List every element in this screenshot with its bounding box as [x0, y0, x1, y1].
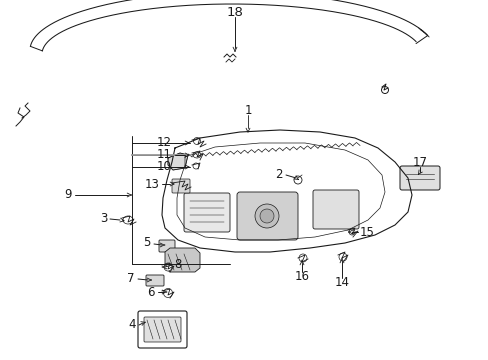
- Text: 13: 13: [145, 177, 160, 190]
- Polygon shape: [168, 153, 187, 170]
- Circle shape: [293, 176, 302, 184]
- Text: 12: 12: [157, 136, 172, 149]
- Text: 2: 2: [275, 168, 283, 181]
- Text: 17: 17: [412, 156, 427, 168]
- Text: 6: 6: [147, 285, 155, 298]
- Text: 3: 3: [101, 212, 108, 225]
- Polygon shape: [164, 248, 200, 272]
- Circle shape: [348, 229, 354, 235]
- Text: 16: 16: [294, 270, 309, 284]
- FancyBboxPatch shape: [237, 192, 297, 240]
- Ellipse shape: [123, 216, 133, 224]
- Text: 18: 18: [226, 5, 243, 18]
- Text: 10: 10: [157, 161, 172, 174]
- Circle shape: [260, 209, 273, 223]
- Circle shape: [381, 86, 387, 94]
- FancyBboxPatch shape: [172, 179, 190, 193]
- FancyBboxPatch shape: [138, 311, 186, 348]
- Circle shape: [163, 288, 172, 297]
- Text: 4: 4: [128, 319, 136, 332]
- FancyBboxPatch shape: [159, 240, 175, 252]
- Text: 7: 7: [127, 273, 135, 285]
- FancyBboxPatch shape: [183, 193, 229, 232]
- Text: 1: 1: [244, 104, 251, 117]
- Circle shape: [254, 204, 279, 228]
- Circle shape: [298, 254, 306, 262]
- Circle shape: [193, 163, 199, 169]
- Text: 11: 11: [157, 148, 172, 162]
- Text: 9: 9: [64, 189, 72, 202]
- Circle shape: [163, 263, 172, 271]
- FancyBboxPatch shape: [143, 317, 181, 342]
- Text: 14: 14: [334, 275, 349, 288]
- FancyBboxPatch shape: [399, 166, 439, 190]
- Text: 8: 8: [174, 257, 181, 270]
- FancyBboxPatch shape: [312, 190, 358, 229]
- Text: 5: 5: [143, 237, 151, 249]
- Circle shape: [338, 253, 346, 261]
- FancyBboxPatch shape: [146, 275, 163, 286]
- Circle shape: [193, 138, 200, 144]
- Text: 15: 15: [359, 225, 374, 238]
- Ellipse shape: [193, 152, 201, 158]
